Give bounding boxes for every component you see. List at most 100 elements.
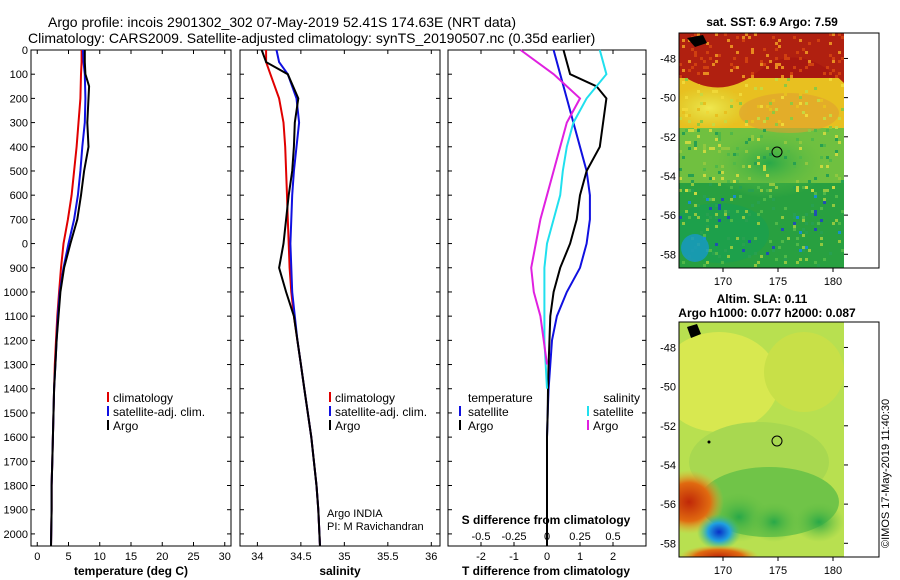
sst-pixel <box>745 57 748 60</box>
sst-pixel <box>784 54 787 57</box>
sst-pixel <box>694 63 697 66</box>
sla-map-image <box>679 322 844 557</box>
sst-pixel <box>772 246 775 249</box>
sst-pixel <box>760 255 763 258</box>
sst-pixel <box>784 156 787 159</box>
sst-pixel <box>703 162 706 165</box>
sst-pixel <box>787 150 790 153</box>
y-tick-label: 900 <box>10 263 28 275</box>
sst-pixel <box>841 108 844 111</box>
sst-pixel <box>778 246 781 249</box>
sst-pixel <box>679 117 682 120</box>
sst-pixel <box>841 36 844 39</box>
sst-pixel <box>769 183 772 186</box>
sst-pixel <box>736 90 739 93</box>
sst-pixel <box>748 240 751 243</box>
sst-pixel <box>832 222 835 225</box>
sst-pixel <box>835 135 838 138</box>
sst-pixel <box>718 132 721 135</box>
sst-pixel <box>793 228 796 231</box>
temperature-legend: climatology satellite-adj. clim. Argo <box>107 391 205 433</box>
sst-pixel <box>760 135 763 138</box>
sst-pixel <box>829 126 832 129</box>
sst-pixel <box>709 129 712 132</box>
sst-pixel <box>820 99 823 102</box>
sst-pixel <box>823 258 826 261</box>
map-x-tick-label: 170 <box>714 565 732 577</box>
y-tick-label: 300 <box>10 118 28 130</box>
sst-pixel <box>811 204 814 207</box>
x-tick-label: -2 <box>476 551 486 563</box>
legend-satellite-label: satellite-adj. clim. <box>113 405 205 419</box>
legend-argo-label: Argo <box>113 419 139 433</box>
credit-pi: PI: M Ravichandran <box>327 521 424 533</box>
sst-pixel <box>793 36 796 39</box>
sst-pixel <box>706 228 709 231</box>
sst-pixel <box>811 222 814 225</box>
sst-pixel <box>799 141 802 144</box>
sst-pixel <box>823 105 826 108</box>
sst-pixel <box>706 219 709 222</box>
sst-pixel <box>763 87 766 90</box>
sst-pixel <box>808 60 811 63</box>
sst-pixel <box>730 219 733 222</box>
sst-pixel <box>751 51 754 54</box>
difference-xlabel: T difference from climatology <box>462 564 630 578</box>
y-tick-label: 1200 <box>4 335 28 347</box>
sst-pixel <box>805 90 808 93</box>
x-tick-label: 10 <box>94 551 106 563</box>
sst-pixel <box>736 36 739 39</box>
y-tick-label: 2000 <box>4 529 28 541</box>
sst-pixel <box>781 123 784 126</box>
sst-pixel <box>697 129 700 132</box>
sla-map-title1: Altim. SLA: 0.11 <box>717 292 808 306</box>
sst-pixel <box>835 195 838 198</box>
sst-pixel <box>712 177 715 180</box>
sst-pixel <box>778 39 781 42</box>
sst-pixel <box>832 69 835 72</box>
sla-map-ticks: -48 -50 -52 -54 -56 -58 170 175 180 <box>660 342 848 577</box>
sst-pixel <box>796 105 799 108</box>
sst-pixel <box>697 72 700 75</box>
sst-pixel <box>754 264 757 267</box>
sst-pixel <box>691 174 694 177</box>
sst-pixel <box>757 105 760 108</box>
sst-pixel <box>706 72 709 75</box>
sst-pixel <box>715 165 718 168</box>
sst-pixel <box>709 147 712 150</box>
sst-pixel <box>715 33 718 36</box>
sst-pixel <box>802 219 805 222</box>
sst-pixel <box>688 114 691 117</box>
sst-pixel <box>688 216 691 219</box>
sst-pixel <box>733 195 736 198</box>
sst-map-pixels <box>679 33 844 267</box>
sst-pixel <box>751 189 754 192</box>
sst-pixel <box>763 168 766 171</box>
sst-pixel <box>808 249 811 252</box>
sst-pixel <box>685 141 688 144</box>
salinity-lines <box>260 49 321 547</box>
sst-pixel <box>805 231 808 234</box>
sst-pixel <box>817 222 820 225</box>
sst-pixel <box>736 66 739 69</box>
sst-pixel <box>793 222 796 225</box>
sst-pixel <box>805 162 808 165</box>
y-tick-label: 1600 <box>4 432 28 444</box>
series-line-argo <box>260 49 321 547</box>
sst-pixel <box>841 180 844 183</box>
x-tick-label: -1 <box>509 551 519 563</box>
sst-pixel <box>748 36 751 39</box>
sst-pixel <box>721 96 724 99</box>
sst-pixel <box>772 111 775 114</box>
sst-pixel <box>739 93 742 96</box>
temperature-yticks: 0 100 200 300 400 500 600 700 0 900 1000 1100 1200 13… <box>4 45 231 541</box>
sst-pixel <box>835 150 838 153</box>
sst-pixel <box>715 90 718 93</box>
sst-pixel <box>739 195 742 198</box>
sst-pixel <box>706 66 709 69</box>
map-y-tick-label: -56 <box>660 210 676 222</box>
sst-pixel <box>838 177 841 180</box>
sst-pixel <box>799 69 802 72</box>
sst-pixel <box>775 123 778 126</box>
sst-pixel <box>679 78 682 81</box>
